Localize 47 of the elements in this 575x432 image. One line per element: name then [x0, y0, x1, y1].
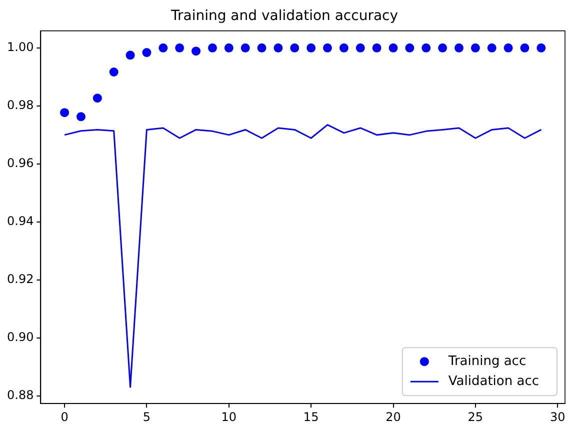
point	[240, 43, 250, 52]
x-tick-label: 25	[468, 410, 484, 424]
x-tick-label: 15	[303, 410, 319, 424]
point	[224, 43, 234, 52]
y-tick-label: 0.88	[7, 388, 34, 402]
point	[536, 43, 546, 52]
point	[487, 43, 496, 52]
x-tick-label: 30	[550, 410, 566, 424]
point	[274, 43, 283, 52]
point	[356, 43, 365, 52]
legend-label: Training acc	[447, 354, 526, 369]
point	[388, 43, 398, 52]
point	[60, 108, 70, 118]
point	[372, 43, 382, 52]
point	[76, 112, 86, 122]
point	[142, 48, 152, 58]
y-tick-label: 1.00	[7, 40, 34, 54]
point	[126, 50, 135, 60]
point	[504, 43, 513, 52]
point	[109, 67, 118, 76]
point	[422, 43, 431, 52]
point	[192, 46, 201, 56]
point	[208, 43, 217, 52]
chart-title: Training and validation accuracy	[170, 8, 398, 24]
y-tick-label: 0.94	[7, 214, 34, 228]
y-tick-label: 0.92	[7, 272, 34, 286]
x-tick-label: 10	[221, 410, 237, 424]
point	[470, 43, 480, 52]
x-tick-label: 20	[386, 410, 401, 424]
point	[92, 94, 102, 103]
x-tick-label: 0	[60, 410, 68, 424]
point	[520, 43, 530, 52]
point	[438, 43, 448, 52]
point	[290, 43, 300, 52]
y-tick-label: 0.98	[7, 98, 34, 112]
point	[323, 43, 332, 52]
point	[257, 43, 266, 52]
x-tick-label: 5	[142, 410, 151, 424]
point	[405, 43, 414, 52]
point	[306, 43, 316, 52]
point	[339, 43, 348, 52]
point	[454, 43, 464, 52]
y-tick-label: 0.96	[7, 156, 34, 170]
legend-label: Validation acc	[448, 374, 540, 389]
y-tick-label: 0.90	[7, 330, 34, 344]
point	[158, 43, 168, 52]
point	[175, 43, 184, 52]
